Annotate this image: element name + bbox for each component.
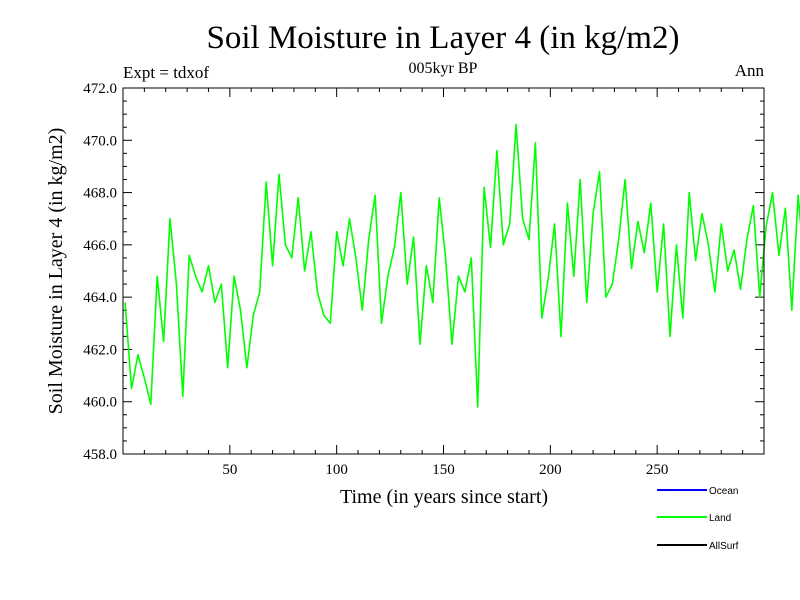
x-tick-label: 150 (432, 462, 455, 478)
series-line-land (124, 123, 800, 408)
y-tick-label: 458.0 (83, 447, 117, 463)
experiment-label: Expt = tdxof (123, 63, 209, 82)
y-tick-label: 462.0 (83, 342, 117, 358)
chart-title: Soil Moisture in Layer 4 (in kg/m2) (207, 20, 680, 56)
y-tick-label: 468.0 (83, 186, 117, 202)
series-layer (124, 123, 800, 408)
legend-label-land: Land (709, 513, 731, 524)
x-axis-label: Time (in years since start) (340, 486, 548, 508)
y-tick-label: 470.0 (83, 133, 117, 149)
x-tick-label: 50 (222, 462, 237, 478)
legend-item-ocean: Ocean (657, 486, 738, 497)
season-label: Ann (735, 61, 765, 80)
chart-subtitle: 005kyr BP (409, 60, 478, 77)
legend-item-allsurf: AllSurf (657, 541, 739, 552)
y-tick-label: 460.0 (83, 395, 117, 411)
legend-item-land: Land (657, 513, 731, 524)
plot-frame (122, 87, 765, 455)
y-axis-label: Soil Moisture in Layer 4 (in kg/m2) (45, 128, 67, 415)
legend-label-allsurf: AllSurf (709, 541, 739, 552)
x-tick-label: 100 (325, 462, 348, 478)
y-tick-label: 464.0 (83, 290, 117, 306)
legend: Ocean Land AllSurf (657, 486, 739, 552)
legend-label-ocean: Ocean (709, 486, 738, 497)
x-axis-ticks: 50 100 150 200 250 (143, 88, 744, 478)
x-tick-label: 250 (646, 462, 669, 478)
y-tick-label: 466.0 (83, 238, 117, 254)
x-tick-label: 200 (539, 462, 562, 478)
y-axis-ticks: 458.0 460.0 462.0 464.0 466.0 468.0 470.0 472.0 (83, 81, 764, 463)
y-tick-label: 472.0 (83, 81, 117, 97)
